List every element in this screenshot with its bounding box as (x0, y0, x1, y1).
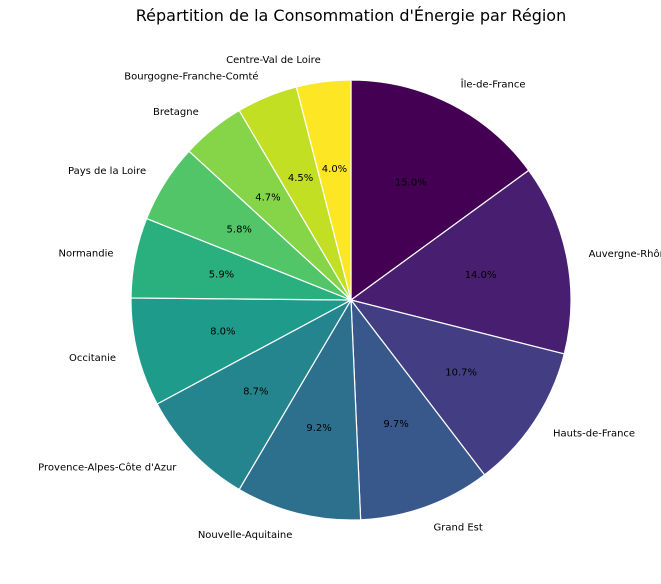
slice-percent-label: 5.8% (227, 225, 252, 236)
chart-title: Répartition de la Consommation d'Énergie… (136, 6, 566, 25)
pie-labels: Île-de-France 15.0% Auvergne-Rhône-Alpes 14… (38, 55, 661, 541)
pie-slice (349, 169, 572, 355)
slice-category-label: Auvergne-Rhône-Alpes (589, 248, 661, 260)
pie-slice (295, 79, 352, 301)
slice-percent-label: 4.7% (255, 192, 280, 203)
pie-slice (130, 297, 352, 405)
slice-percent-label: 15.0% (395, 177, 427, 188)
slice-percent-label: 8.0% (210, 327, 235, 338)
pie-slice (349, 298, 566, 476)
slice-category-label: Occitanie (69, 353, 116, 364)
slice-category-label: Bourgogne-Franche-Comté (124, 70, 258, 82)
slice-category-label: Pays de la Loire (68, 166, 146, 177)
slice-percent-label: 4.5% (288, 173, 313, 184)
slice-category-label: Provence-Alpes-Côte d'Azur (38, 462, 177, 474)
pie-slices (130, 79, 572, 521)
pie-slice (350, 298, 486, 521)
pie-slice (350, 79, 530, 302)
pie-slice (156, 298, 353, 491)
slice-category-label: Nouvelle-Aquitaine (198, 530, 293, 541)
slice-percent-label: 14.0% (465, 270, 497, 281)
slice-category-label: Île-de-France (460, 77, 526, 90)
slice-category-label: Normandie (59, 248, 114, 259)
slice-category-label: Grand Est (434, 522, 483, 533)
slice-percent-label: 4.0% (322, 164, 347, 175)
slice-percent-label: 8.7% (243, 386, 268, 397)
slice-category-label: Centre-Val de Loire (226, 55, 321, 66)
slice-percent-label: 9.2% (306, 423, 331, 434)
slice-category-label: Bretagne (153, 107, 199, 118)
slice-percent-label: 5.9% (209, 270, 234, 281)
slice-category-label: Hauts-de-France (553, 428, 635, 439)
slice-percent-label: 10.7% (445, 368, 477, 379)
pie-slice (238, 297, 362, 521)
slice-percent-label: 9.7% (383, 419, 408, 430)
